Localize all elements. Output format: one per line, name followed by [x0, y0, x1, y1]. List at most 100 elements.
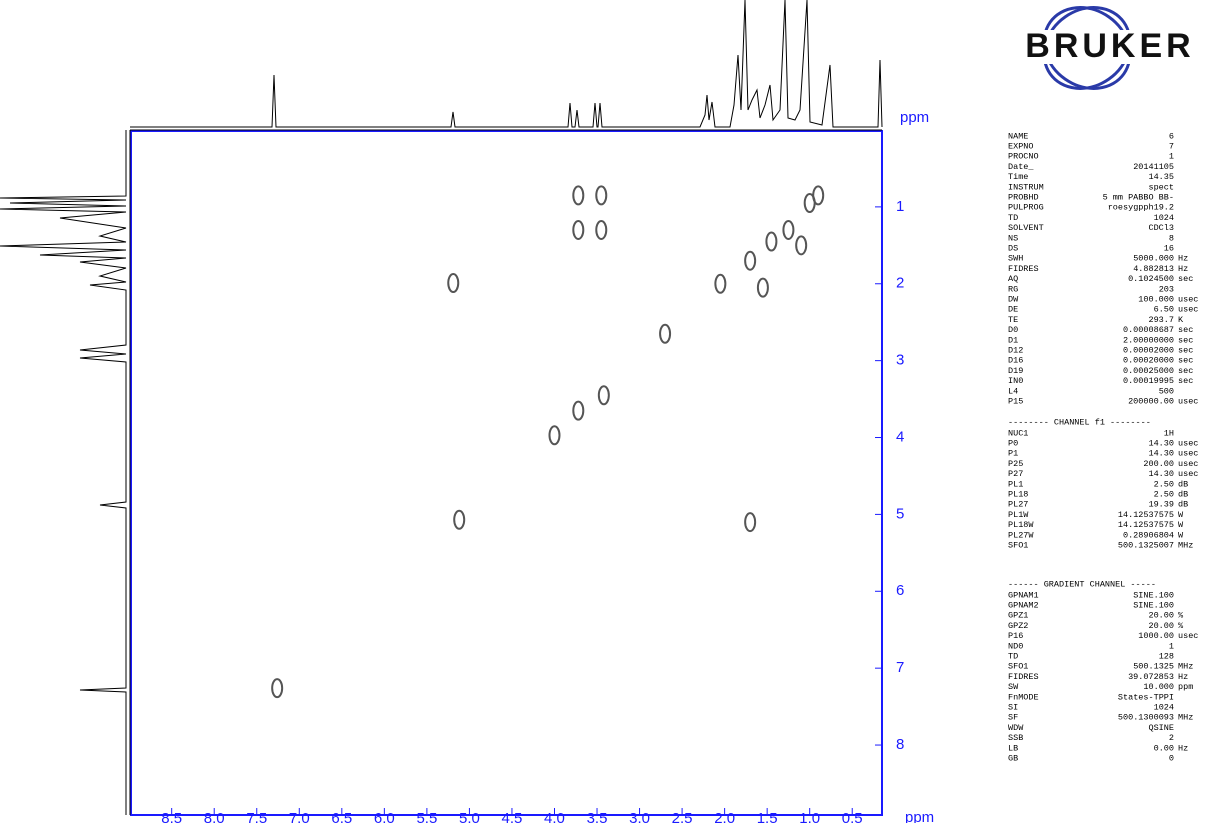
param-name: EXPNO [1008, 141, 1034, 151]
param-value: 1H [1164, 428, 1174, 438]
param-name: P27 [1008, 469, 1023, 479]
param-name: LB [1008, 743, 1018, 753]
param-name: GPZ2 [1008, 621, 1028, 631]
param-value: 5000.000 [1133, 254, 1174, 264]
param-name: RG [1008, 284, 1018, 294]
param-value: 100.000 [1138, 294, 1174, 304]
param-name: SFO1 [1008, 662, 1028, 672]
left-projection [0, 130, 127, 815]
cross-peak [271, 678, 284, 699]
param-value: 293.7 [1148, 315, 1174, 325]
cross-peak [572, 400, 585, 421]
param-unit: usec [1178, 449, 1198, 459]
param-name: ND0 [1008, 641, 1023, 651]
x-tick-label: 3.5 [587, 810, 608, 823]
x-tick-label: 2.0 [714, 810, 735, 823]
param-unit: dB [1178, 489, 1188, 499]
param-value: 1 [1169, 641, 1174, 651]
cross-peak [548, 425, 561, 446]
param-name: GPNAM2 [1008, 600, 1039, 610]
param-value: 7 [1169, 141, 1174, 151]
param-unit: ppm [1178, 682, 1193, 692]
param-name: SI [1008, 702, 1018, 712]
param-value: 1 [1169, 152, 1174, 162]
param-unit: usec [1178, 305, 1198, 315]
x-tick-label: 7.5 [246, 810, 267, 823]
param-name: TD [1008, 651, 1018, 661]
x-tick-label: 4.0 [544, 810, 565, 823]
cross-peak [659, 323, 672, 344]
cross-peak [453, 509, 466, 530]
param-name: PL27W [1008, 530, 1034, 540]
param-name: D19 [1008, 366, 1023, 376]
param-unit: sec [1178, 325, 1193, 335]
x-tick-label: 5.0 [459, 810, 480, 823]
param-name: Time [1008, 172, 1028, 182]
param-value: 14.30 [1148, 469, 1174, 479]
param-value: 0 [1169, 753, 1174, 763]
param-name: GB [1008, 753, 1018, 763]
param-name: P25 [1008, 459, 1023, 469]
param-value: 200.00 [1143, 459, 1174, 469]
param-name: NUC1 [1008, 428, 1028, 438]
param-name: IN0 [1008, 376, 1023, 386]
param-name: AQ [1008, 274, 1018, 284]
param-unit: MHz [1178, 713, 1193, 723]
param-name: PL27 [1008, 500, 1028, 510]
param-unit: sec [1178, 376, 1193, 386]
param-unit: sec [1178, 335, 1193, 345]
param-value: 8 [1169, 233, 1174, 243]
param-value: 500 [1159, 386, 1174, 396]
param-name: L4 [1008, 386, 1018, 396]
param-name: DE [1008, 305, 1018, 315]
x-tick-label: 0.5 [842, 810, 863, 823]
param-name: DW [1008, 294, 1019, 304]
param-name: PROBHD [1008, 192, 1039, 202]
cross-peak [595, 185, 608, 206]
param-value: 0.00025000 [1123, 366, 1174, 376]
param-unit: W [1178, 520, 1184, 530]
param-name: GPZ1 [1008, 611, 1028, 621]
param-value: 0.00019995 [1123, 376, 1174, 386]
y-tick-label: 8 [896, 736, 904, 753]
param-value: 0.00002000 [1123, 345, 1174, 355]
param-unit: sec [1178, 274, 1193, 284]
param-unit: W [1178, 530, 1184, 540]
cross-peak [572, 219, 585, 240]
param-name: D0 [1008, 325, 1018, 335]
param-value: 1000.00 [1138, 631, 1174, 641]
cross-peak [756, 277, 769, 298]
x-tick-label: 5.5 [416, 810, 437, 823]
param-unit: sec [1178, 356, 1193, 366]
param-value: 0.00020000 [1123, 356, 1174, 366]
cross-peak [595, 219, 608, 240]
param-name: NS [1008, 233, 1018, 243]
param-unit: MHz [1178, 540, 1193, 550]
cross-peak [572, 185, 585, 206]
param-name: WDW [1008, 723, 1024, 733]
param-name: FIDRES [1008, 672, 1039, 682]
cross-peak [744, 250, 757, 271]
cross-peak [812, 185, 825, 206]
y-tick-label: 4 [896, 428, 904, 445]
param-value: 5 mm PABBO BB- [1103, 192, 1174, 202]
param-unit: % [1178, 621, 1184, 631]
x-axis-label: ppm [905, 809, 934, 823]
param-value: 2 [1169, 733, 1174, 743]
param-name: PL1 [1008, 479, 1023, 489]
param-name: PROCNO [1008, 152, 1039, 162]
param-unit: dB [1178, 479, 1188, 489]
cross-peak [795, 235, 808, 256]
param-name: PL18W [1008, 520, 1034, 530]
param-value: 2.00000000 [1123, 335, 1174, 345]
param-value: spect [1148, 182, 1174, 192]
param-value: 20141105 [1133, 162, 1174, 172]
y-tick-label: 3 [896, 352, 904, 369]
param-value: CDCl3 [1148, 223, 1174, 233]
x-tick-label: 1.5 [757, 810, 778, 823]
y-tick-label: 6 [896, 582, 904, 599]
param-value: 200000.00 [1128, 396, 1174, 406]
section-heading: -------- CHANNEL f1 -------- [1008, 417, 1151, 427]
param-value: 10.000 [1143, 682, 1174, 692]
